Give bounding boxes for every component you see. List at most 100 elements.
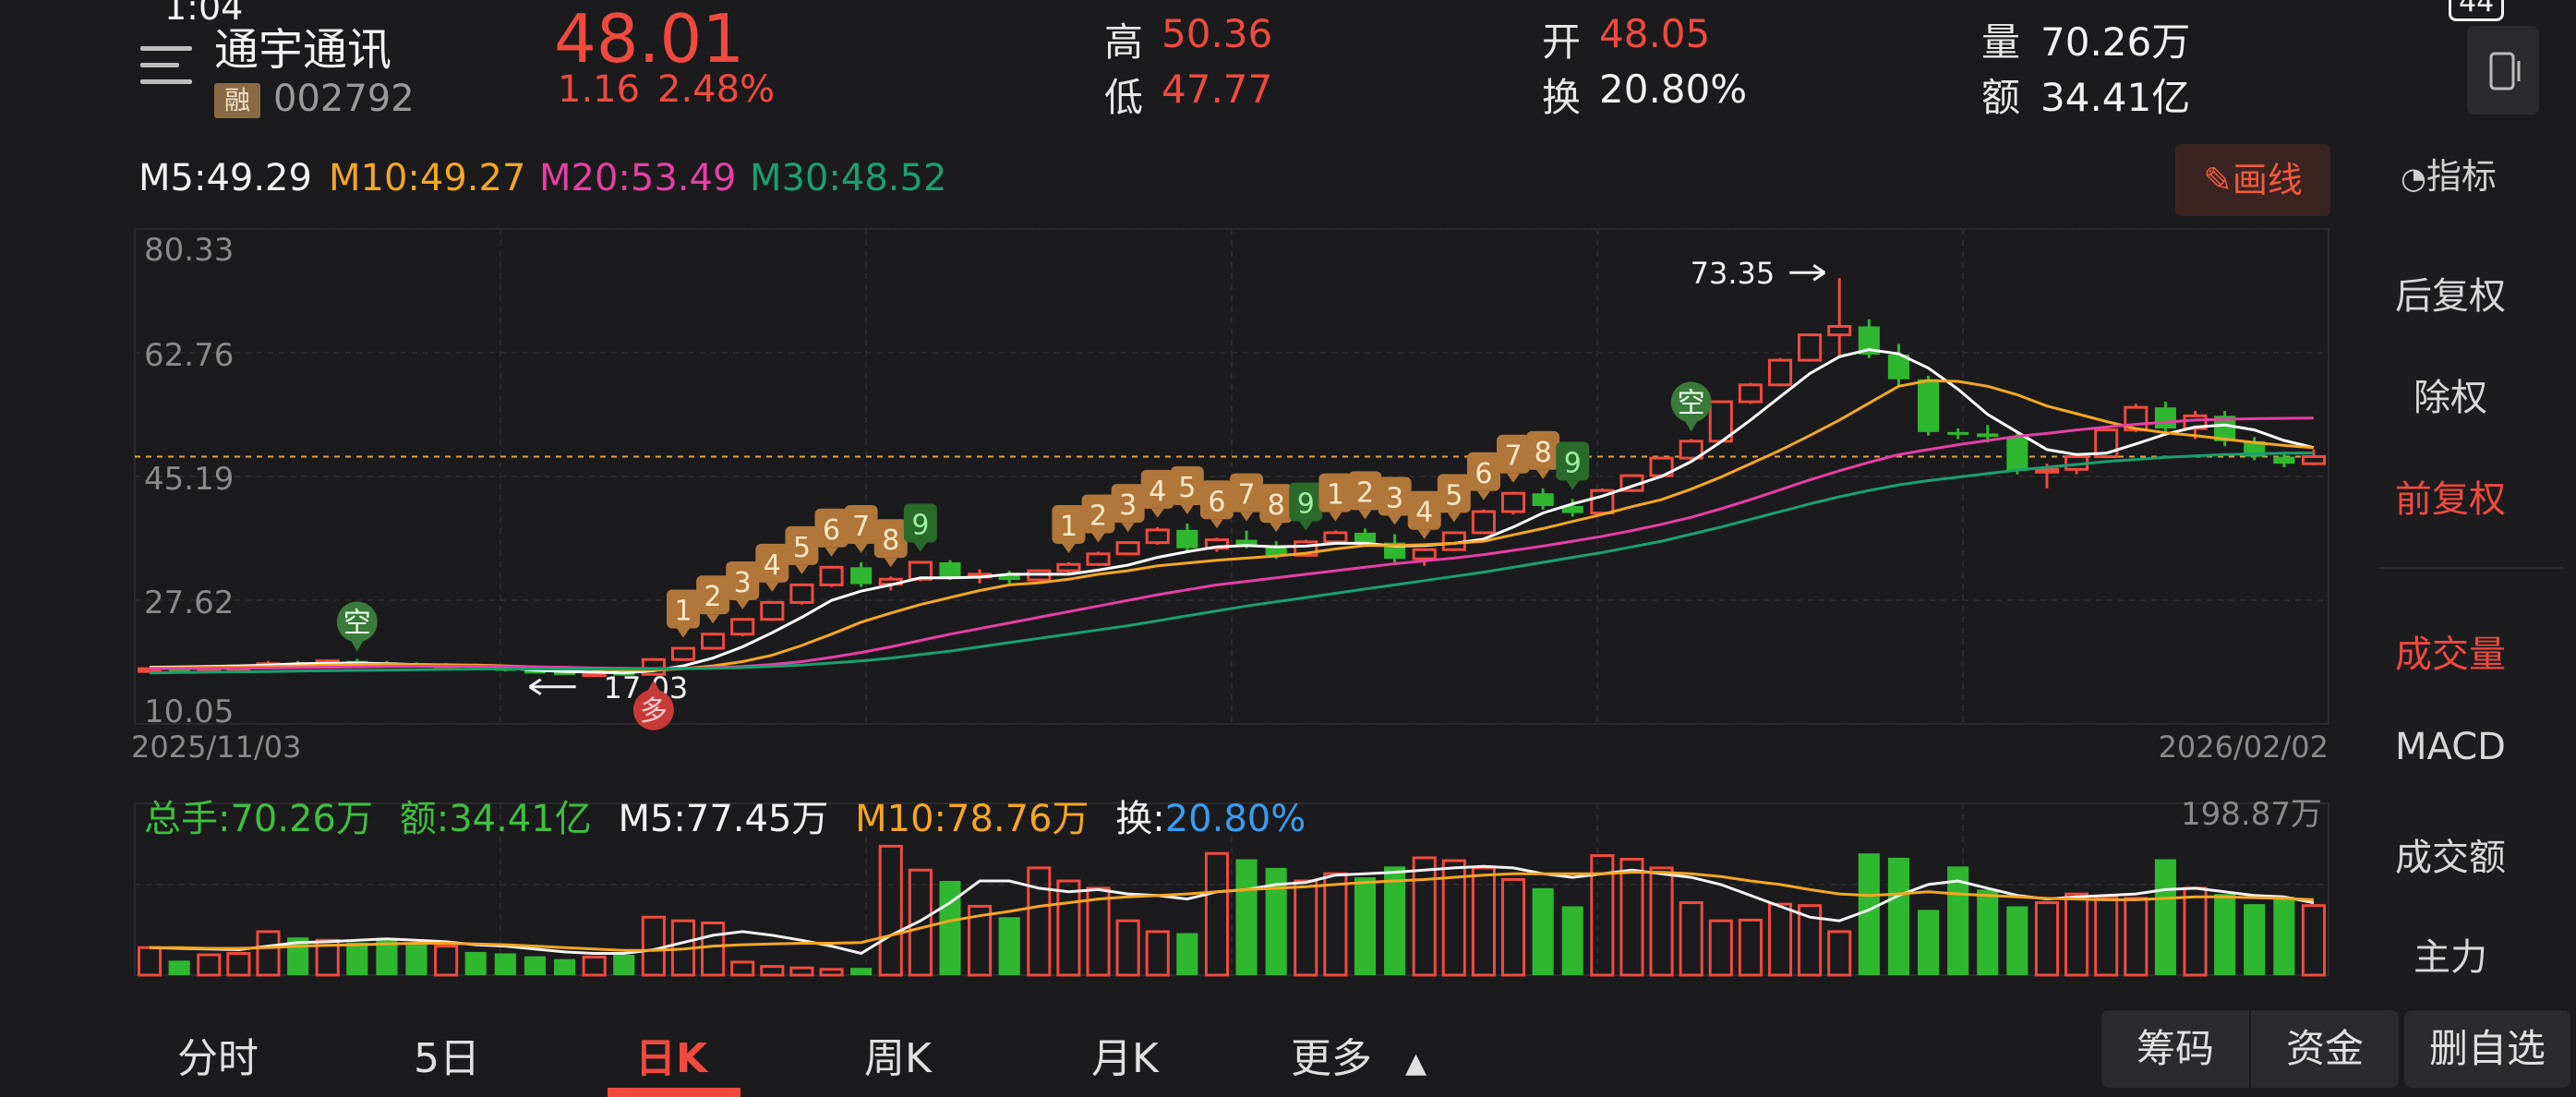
funds-button[interactable]: 资金 bbox=[2251, 1010, 2399, 1088]
chips-button[interactable]: 筹码 bbox=[2101, 1010, 2249, 1088]
caret-up-icon: ▲ bbox=[1405, 1047, 1427, 1079]
tab-intraday[interactable]: 分时 bbox=[177, 1035, 259, 1082]
y-tick-label: 27.62 bbox=[144, 585, 234, 621]
menu-icon[interactable] bbox=[140, 46, 192, 87]
pencil-icon: ✎ bbox=[2203, 160, 2233, 200]
signal-badge: 3 bbox=[726, 561, 760, 609]
signal-badge: 3 bbox=[1378, 476, 1412, 525]
volume-bar bbox=[1115, 919, 1140, 977]
signal-badge: 1 bbox=[1318, 473, 1353, 522]
volume-total: 总手:70.26万 bbox=[144, 798, 373, 840]
volume-bar bbox=[760, 965, 785, 977]
signal-badge-label: 2 bbox=[1356, 476, 1374, 509]
y-tick-label: 10.05 bbox=[144, 693, 234, 730]
volume-bar bbox=[2244, 904, 2266, 975]
candle-body bbox=[1056, 562, 1081, 573]
signal-badge-label: 5 bbox=[793, 532, 811, 564]
volume-bar bbox=[1086, 886, 1111, 977]
volume-bar bbox=[2154, 859, 2176, 975]
status-time: 1:04 bbox=[164, 0, 244, 28]
volume-ma10-line bbox=[150, 871, 2314, 952]
right-item-ex-right[interactable]: 除权 bbox=[2413, 377, 2487, 419]
draw-line-button[interactable]: ✎画线 bbox=[2175, 144, 2330, 216]
count-badge-pointer bbox=[1329, 512, 1342, 522]
signal-badge-label: 7 bbox=[852, 511, 870, 543]
tab-daily-k[interactable]: 日K bbox=[635, 1035, 708, 1082]
tab-weekly-k[interactable]: 周K bbox=[864, 1035, 932, 1082]
volume-bar bbox=[137, 946, 163, 977]
candle-body bbox=[1412, 548, 1437, 561]
margin-badge: 融 bbox=[214, 83, 260, 118]
volume-bar bbox=[1027, 866, 1052, 977]
signal-badge: 9 bbox=[1289, 482, 1323, 531]
price-change-pct: 2.48% bbox=[657, 68, 776, 111]
volume-bar bbox=[434, 945, 459, 977]
count-badge-pointer bbox=[1358, 510, 1372, 520]
right-item-pre-adjust[interactable]: 前复权 bbox=[2395, 478, 2506, 521]
count-badge-bg bbox=[873, 519, 908, 559]
ma-line-m10 bbox=[150, 379, 2315, 672]
candle-body bbox=[1500, 491, 1526, 513]
signal-badge: 2 bbox=[1081, 494, 1115, 543]
tab-more[interactable]: 更多 ▲ bbox=[1291, 1035, 1427, 1082]
volume-value: 70.26万 bbox=[2040, 19, 2191, 65]
volume-bar bbox=[1441, 859, 1466, 977]
signal-badge-label: 8 bbox=[1535, 437, 1552, 469]
count-badge-pointer bbox=[795, 564, 809, 574]
signal-circle bbox=[336, 601, 378, 643]
signal-badge: 1 bbox=[1052, 504, 1086, 553]
tab-5day[interactable]: 5日 bbox=[414, 1035, 480, 1082]
volume-bar bbox=[789, 966, 814, 977]
candle-body bbox=[998, 573, 1020, 581]
right-item-main-force[interactable]: 主力 bbox=[2413, 936, 2487, 979]
volume-bar bbox=[1265, 867, 1287, 975]
signal-pointer bbox=[350, 640, 364, 652]
volume-bar bbox=[908, 868, 933, 977]
active-tab-indicator bbox=[608, 1088, 740, 1097]
ma30-legend: M30:48.52 bbox=[750, 157, 947, 199]
price-change: 1.16 bbox=[558, 68, 641, 111]
volume-bar bbox=[1384, 866, 1406, 975]
remove-watchlist-button[interactable]: 删自选 bbox=[2404, 1010, 2570, 1088]
count-badge-bg bbox=[1318, 473, 1353, 512]
amount-label: 额 bbox=[1981, 75, 2021, 120]
signal-badge-label: 9 bbox=[1297, 488, 1315, 521]
candle-body bbox=[939, 561, 961, 577]
candle-body bbox=[137, 667, 163, 673]
volume-bar bbox=[1708, 919, 1733, 977]
volume-bar bbox=[1679, 901, 1703, 977]
candle-body bbox=[2301, 454, 2327, 465]
indicator-button[interactable]: ◔指标 bbox=[2401, 156, 2497, 197]
volume-label: 量 bbox=[1981, 19, 2021, 65]
landscape-toggle-button[interactable] bbox=[2467, 26, 2539, 115]
right-item-amount[interactable]: 成交额 bbox=[2395, 837, 2506, 879]
volume-bar bbox=[376, 938, 398, 975]
volume-bar bbox=[1858, 853, 1880, 975]
volume-bar bbox=[613, 955, 635, 975]
volume-bar bbox=[2006, 906, 2028, 975]
signal-circle bbox=[632, 689, 674, 730]
candle-body bbox=[2154, 407, 2176, 429]
x-end-label: 2026/02/02 bbox=[2159, 729, 2329, 765]
volume-bar bbox=[701, 922, 726, 977]
signal-badge: 4 bbox=[755, 543, 789, 592]
signal-badge: 6 bbox=[814, 508, 849, 557]
signal-badge-label: 空 bbox=[343, 607, 371, 639]
signal-badge: 4 bbox=[1140, 469, 1174, 518]
tab-monthly-k[interactable]: 月K bbox=[1091, 1035, 1159, 1082]
right-item-post-adjust[interactable]: 后复权 bbox=[2395, 275, 2506, 318]
candle-body bbox=[2214, 416, 2236, 441]
right-item-volume[interactable]: 成交量 bbox=[2395, 633, 2506, 676]
volume-amount: 额:34.41亿 bbox=[399, 798, 592, 840]
candle-body bbox=[1235, 539, 1258, 546]
right-panel-divider bbox=[2378, 567, 2563, 569]
low-value: 47.77 bbox=[1162, 66, 1273, 112]
signal-badge-label: 空 bbox=[1678, 388, 1705, 420]
right-item-macd[interactable]: MACD bbox=[2395, 726, 2506, 768]
volume-bar bbox=[1827, 930, 1852, 977]
count-badge-pointer bbox=[884, 558, 897, 568]
volume-bar bbox=[2214, 894, 2236, 975]
volume-bar bbox=[226, 951, 251, 977]
signal-badge-label: 5 bbox=[1445, 479, 1463, 512]
